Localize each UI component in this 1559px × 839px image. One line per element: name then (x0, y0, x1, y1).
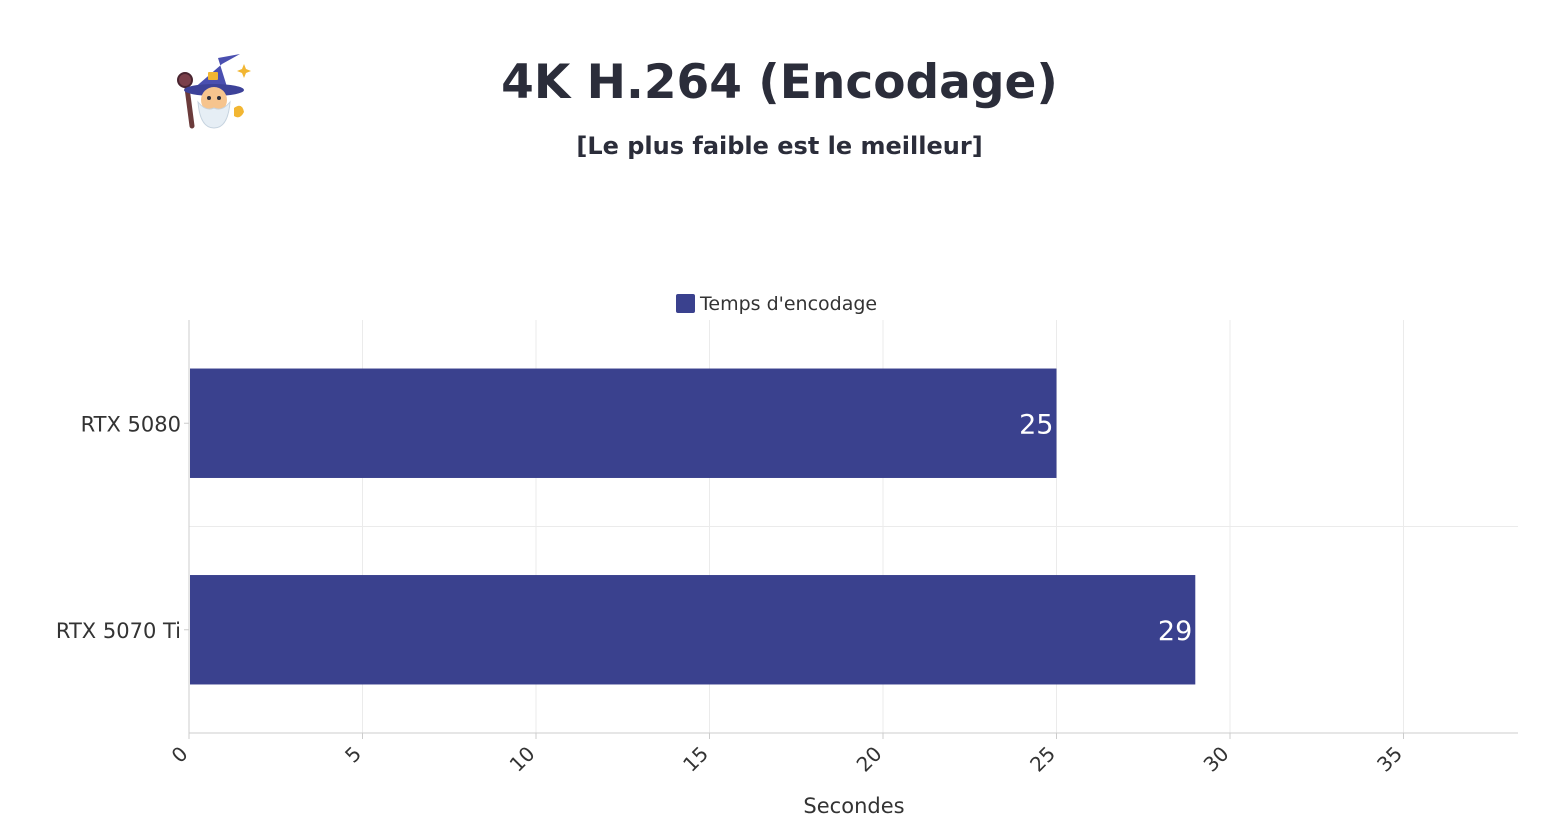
legend[interactable]: Temps d'encodage (676, 293, 877, 315)
legend-label: Temps d'encodage (699, 293, 877, 315)
axes (184, 320, 1518, 739)
category-label: RTX 5080 (81, 412, 181, 436)
x-tick-label: 15 (678, 742, 713, 777)
x-tick-label: 0 (167, 742, 193, 768)
x-tick-label: 10 (505, 742, 540, 777)
x-tick-label: 5 (340, 742, 366, 768)
category-label: RTX 5070 Ti (56, 619, 181, 643)
x-tick-label: 25 (1025, 742, 1060, 777)
x-tick-label: 35 (1372, 742, 1407, 777)
chart-subtitle: [Le plus faible est le meilleur] (576, 132, 983, 160)
legend-swatch (676, 294, 695, 313)
bar[interactable] (190, 368, 1057, 478)
bar-value-label: 25 (1019, 409, 1053, 440)
x-axis-title: Secondes (803, 794, 904, 818)
x-tick-label: 20 (852, 742, 887, 777)
bar[interactable] (190, 575, 1196, 685)
bars (190, 368, 1196, 685)
bar-value-label: 29 (1158, 616, 1192, 647)
x-tick-label: 30 (1199, 742, 1234, 777)
wizard-icon (177, 54, 251, 129)
chart-title: 4K H.264 (Encodage) (501, 55, 1058, 110)
